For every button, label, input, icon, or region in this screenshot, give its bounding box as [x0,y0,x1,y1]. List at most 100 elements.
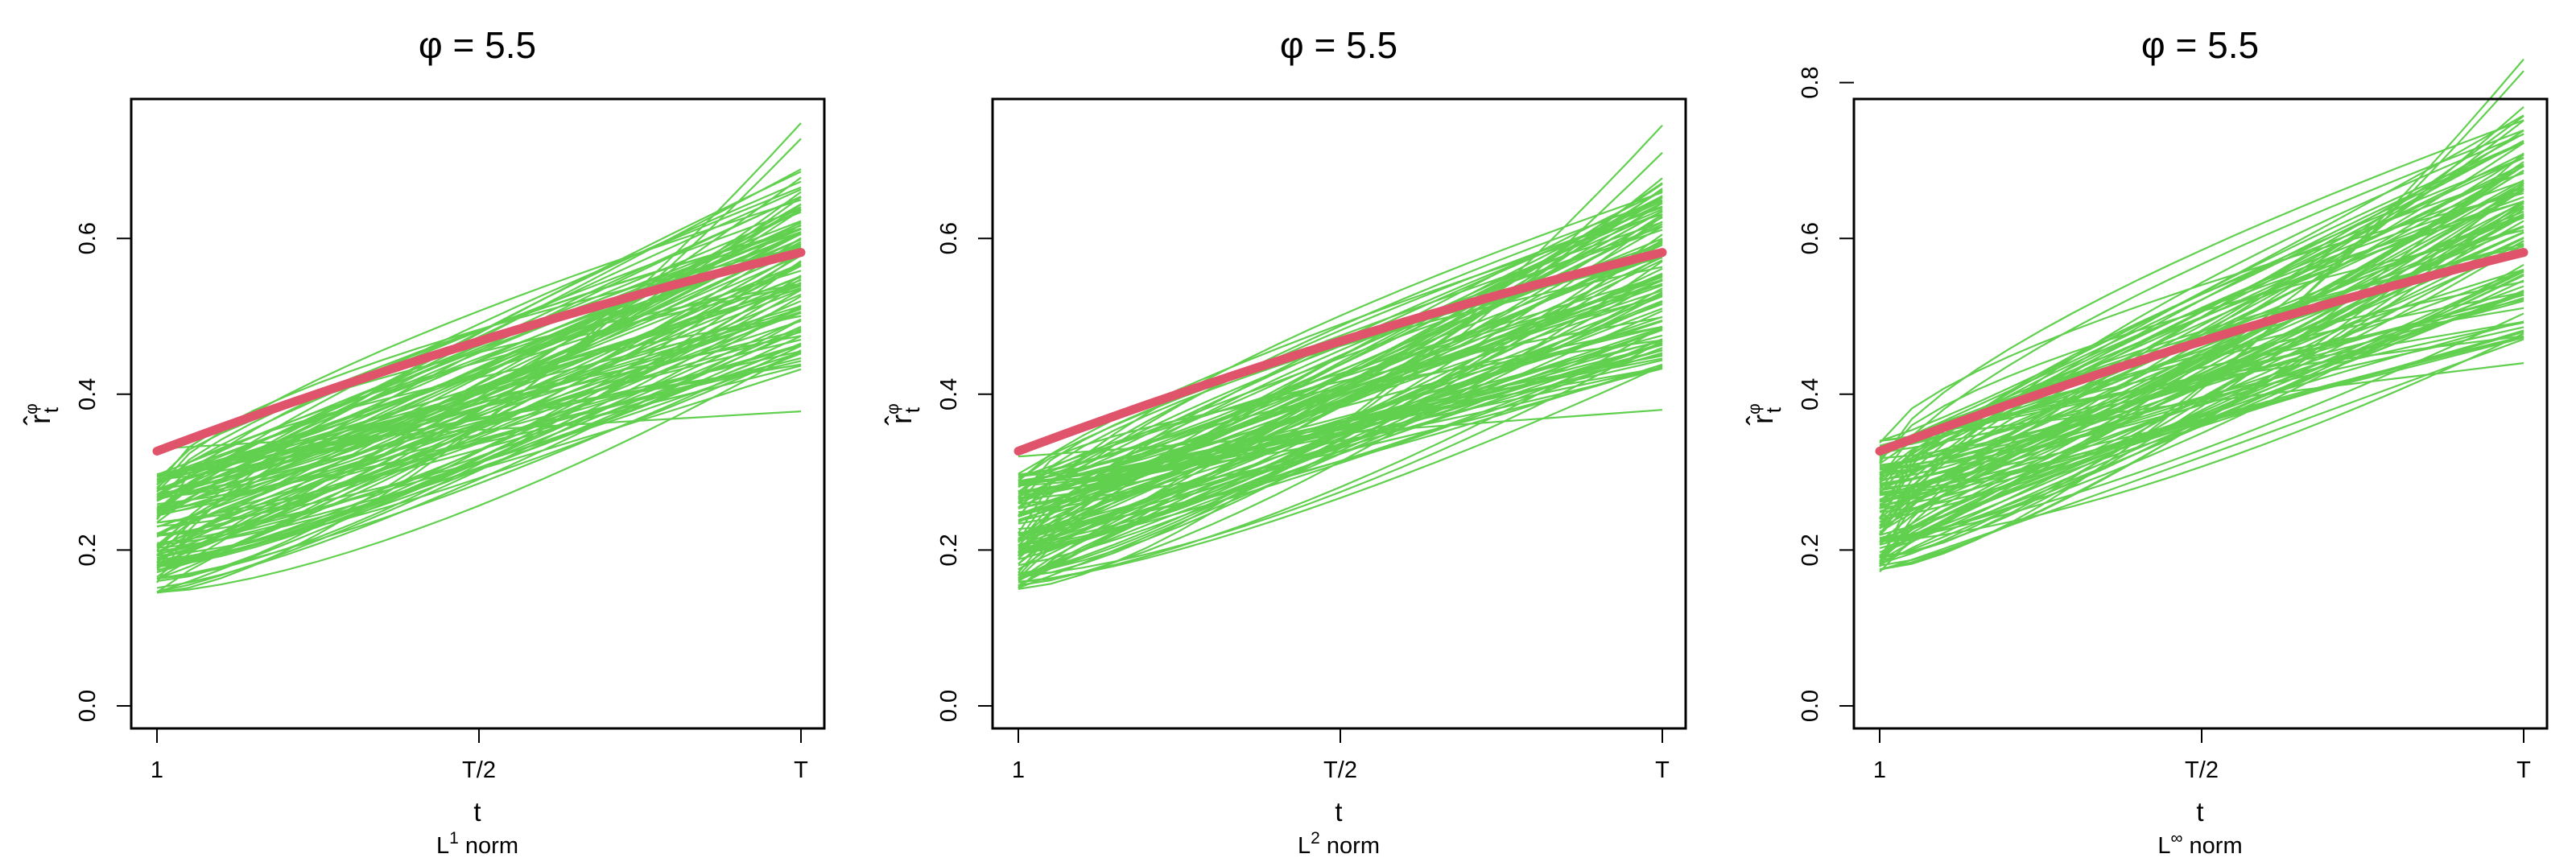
subtitle-prefix: L [436,833,449,858]
simulation-line [156,249,802,501]
simulation-line [1018,229,1663,509]
simulation-line [1879,237,2524,488]
simulation-line [156,196,802,557]
simulation-line [156,368,802,553]
simulation-line [1879,119,2524,464]
panel-subtitle: L2 norm [1298,829,1380,858]
simulation-line [156,299,802,565]
x-tick-label: T/2 [462,757,496,783]
subtitle-superscript: 1 [449,829,459,848]
simulation-line [1018,359,1663,484]
x-axis-label: t [1335,797,1342,827]
target-curve [1875,248,2529,456]
simulation-line [1879,229,2524,462]
simulation-line [1879,141,2524,450]
simulation-line [1018,221,1663,475]
y-tick-label: 0.4 [1798,378,1823,410]
simulation-line [1018,272,1663,495]
panel-subtitle: L∞ norm [2157,829,2242,858]
y-axis-label: r̂φt [1744,403,1785,425]
plot-region [152,122,806,594]
y-tick-label: 0.2 [936,534,962,566]
simulation-line [1879,169,2524,509]
simulation-line [156,365,802,505]
panel-1: φ = 5.5 0.00.20.40.6 1 T/2 T t L1 norm r̂φ… [22,24,826,858]
x-axis: 1 T/2 T [151,728,808,783]
plot-region [1875,58,2529,573]
y-tick-label: 0.6 [936,222,962,254]
simulation-line [156,305,802,499]
panel-subtitle: L1 norm [436,829,518,858]
simulation-line [156,208,802,486]
plot-region [1013,125,1667,590]
simulation-line [1018,347,1663,552]
simulation-line [156,274,802,568]
ylabel-subscript: t [39,406,63,413]
ylabel-subscript: t [900,406,924,413]
simulation-line [156,241,802,534]
subtitle-superscript: ∞ [2171,829,2183,848]
simulation-line [1018,334,1663,580]
y-tick-label: 0.0 [75,690,101,722]
ylabel-superscript: φ [23,403,41,415]
panel-title: φ = 5.5 [2141,24,2259,66]
simulation-line [1018,279,1663,517]
simulation-line [156,330,802,566]
simulation-line [1018,349,1663,493]
simulation-line [1018,256,1663,477]
simulation-line [1879,336,2524,492]
subtitle-prefix: L [1298,833,1311,858]
simulation-line [1018,320,1663,485]
simulation-line [1018,252,1663,523]
simulation-line [156,251,802,498]
x-tick-label: 1 [1012,757,1025,783]
simulation-line [1879,58,2524,571]
simulation-line [156,410,802,450]
y-tick-label: 0.4 [936,378,962,410]
simulation-line [1879,187,2524,452]
simulation-line [156,203,802,495]
x-tick-label: 1 [151,757,163,783]
x-axis-label: t [2196,797,2203,827]
y-tick-label: 0.0 [1798,690,1823,722]
plot-frame [130,97,826,730]
simulation-line [156,287,802,484]
x-tick-label: T [1655,757,1670,783]
simulation-line [1879,326,2524,467]
simulation-line [1018,195,1663,550]
simulation-line [156,289,802,546]
simulation-line [1879,129,2524,480]
simulation-line [1879,362,2524,442]
simulation-line [1018,409,1663,458]
x-axis: 1 T/2 T [1873,728,2531,783]
simulation-line [1018,287,1663,549]
y-tick-label: 0.0 [936,690,962,722]
panel-title: φ = 5.5 [419,24,536,66]
ylabel-base: r̂ [1744,415,1779,426]
simulation-line [156,350,802,557]
ylabel-base: r̂ [883,415,918,426]
simulation-line [1879,70,2524,559]
simulation-line [1018,365,1663,505]
subtitle-prefix: L [2157,833,2170,858]
subtitle-suffix: norm [1320,833,1380,858]
simulation-line [1018,199,1663,542]
panel-title: φ = 5.5 [1280,24,1397,66]
simulation-line [1879,181,2524,502]
simulation-line [1018,303,1663,553]
simulation-line [1018,365,1663,584]
x-tick-label: T/2 [1323,757,1357,783]
panel-3: φ = 5.5 0.00.20.40.60.8 1 T/2 T t L∞ norm … [1744,24,2549,858]
target-curve [1013,248,1667,456]
ylabel-subscript: t [1761,406,1785,413]
x-tick-label: T [794,757,808,783]
simulation-line [156,363,802,478]
subtitle-superscript: 2 [1311,829,1320,848]
subtitle-suffix: norm [459,833,518,858]
simulation-line [1018,151,1663,579]
simulation-line [1879,105,2524,539]
simulation-line [1018,206,1663,517]
simulation-line [156,208,802,578]
y-tick-label: 0.2 [75,534,101,566]
